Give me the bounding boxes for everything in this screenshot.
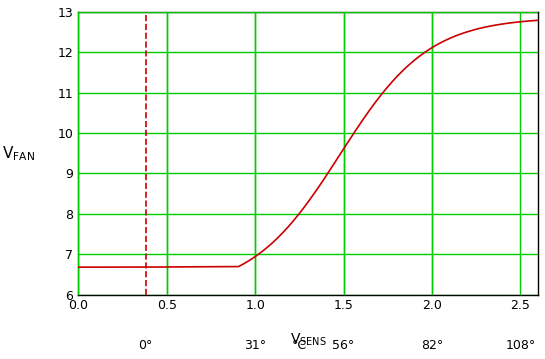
Text: $\mathregular{V_{FAN}}$: $\mathregular{V_{FAN}}$	[2, 144, 35, 163]
Text: 56°: 56°	[332, 339, 355, 352]
Text: 0°: 0°	[138, 339, 153, 352]
Text: $\mathregular{V_{SENS}}$: $\mathregular{V_{SENS}}$	[290, 331, 326, 348]
Text: °C: °C	[292, 339, 307, 352]
Text: 82°: 82°	[421, 339, 443, 352]
Text: 108°: 108°	[505, 339, 536, 352]
Text: 31°: 31°	[244, 339, 266, 352]
